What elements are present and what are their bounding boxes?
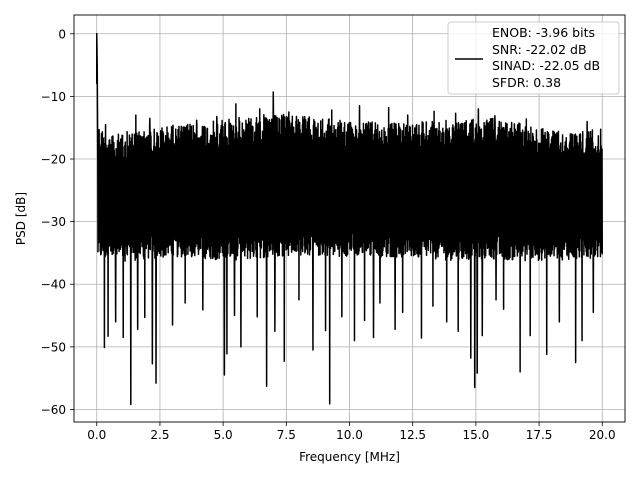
y-tick-label: −50	[41, 340, 66, 354]
y-tick-label: −40	[41, 278, 66, 292]
y-tick-label: −60	[41, 403, 66, 417]
x-tick-label: 5.0	[214, 428, 233, 442]
legend-line-1: ENOB: -3.96 bits	[492, 25, 595, 40]
x-tick-label: 12.5	[399, 428, 426, 442]
dc-peak-point	[95, 32, 98, 35]
x-tick-label: 20.0	[589, 428, 616, 442]
y-axis-label: PSD [dB]	[14, 192, 28, 245]
y-axis-ticks: 0 −10 −20 −30 −40 −50 −60	[41, 27, 74, 417]
legend-line-2: SNR: -22.02 dB	[492, 42, 587, 57]
y-tick-label: −30	[41, 215, 66, 229]
x-tick-label: 15.0	[463, 428, 490, 442]
legend-line-4: SFDR: 0.38	[492, 75, 561, 90]
psd-series-line	[96, 33, 603, 406]
series-layer	[95, 32, 603, 406]
legend: ENOB: -3.96 bits SNR: -22.02 dB SINAD: -…	[447, 21, 620, 95]
y-tick-label: 0	[58, 27, 66, 41]
x-tick-label: 7.5	[277, 428, 296, 442]
x-tick-label: 0.0	[87, 428, 106, 442]
x-tick-label: 2.5	[150, 428, 169, 442]
x-tick-label: 17.5	[526, 428, 553, 442]
legend-box	[447, 21, 620, 95]
x-tick-label: 10.0	[336, 428, 363, 442]
x-axis-label: Frequency [MHz]	[299, 450, 400, 464]
legend-line-3: SINAD: -22.05 dB	[492, 58, 600, 73]
x-axis-ticks: 0.0 2.5 5.0 7.5 10.0 12.5 15.0 17.5 20.0	[87, 422, 616, 442]
y-tick-label: −10	[41, 90, 66, 104]
y-tick-label: −20	[41, 153, 66, 167]
